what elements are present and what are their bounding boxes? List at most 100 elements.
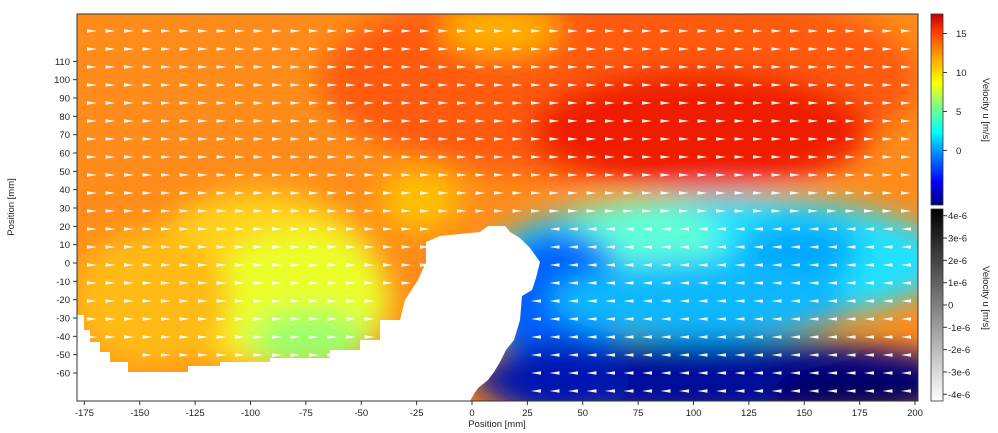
vector-arrow	[87, 263, 97, 267]
vector-arrow	[327, 155, 338, 159]
vector-arrow	[697, 83, 708, 87]
vector-arrow	[235, 29, 245, 33]
vector-arrow	[660, 317, 671, 321]
vector-arrow	[790, 245, 800, 249]
vector-arrow	[290, 47, 301, 51]
vector-arrow	[697, 317, 708, 321]
colorbar-velocity-ticks: 15 10 5 0	[943, 29, 967, 157]
vector-arrow	[512, 119, 523, 123]
vector-arrow	[660, 335, 671, 339]
vector-arrow	[512, 83, 523, 87]
vector-arrow	[142, 191, 153, 195]
vector-arrow	[309, 29, 319, 33]
vector-arrow	[124, 101, 134, 105]
vector-arrow	[623, 209, 634, 213]
vector-arrow	[586, 281, 597, 285]
vector-arrow	[198, 281, 208, 285]
vector-arrow	[105, 137, 116, 141]
vector-arrow	[734, 281, 745, 285]
vector-arrow	[235, 299, 245, 303]
vector-arrow	[494, 137, 504, 141]
vector-arrow	[272, 317, 282, 321]
vector-arrow	[716, 281, 726, 285]
vector-arrow	[457, 119, 467, 123]
vector-arrow	[790, 137, 800, 141]
x-tick-label: -125	[186, 408, 205, 419]
vector-arrow	[124, 173, 134, 177]
vector-arrow	[420, 191, 430, 195]
vector-arrow	[531, 83, 541, 87]
vector-arrow	[605, 299, 615, 303]
vector-arrow	[901, 83, 911, 87]
vector-arrow	[679, 173, 689, 177]
vector-arrow	[549, 299, 560, 303]
vector-arrow	[161, 101, 171, 105]
vector-arrow	[383, 281, 393, 285]
y-tick-label: -40	[56, 332, 70, 343]
vector-arrow	[438, 29, 449, 33]
vector-arrow	[531, 47, 541, 51]
vector-arrow	[790, 155, 800, 159]
vector-arrow	[142, 119, 153, 123]
vector-arrow	[568, 353, 578, 357]
vector-arrow	[845, 29, 856, 33]
vector-arrow	[253, 281, 264, 285]
colorbar-vectors-tick-label: 1e-6	[948, 278, 967, 289]
vector-arrow	[364, 119, 375, 123]
vector-arrow	[253, 299, 264, 303]
vector-arrow	[771, 281, 782, 285]
vector-arrow	[660, 263, 671, 267]
vector-arrow	[734, 389, 745, 393]
vector-arrow	[753, 227, 763, 231]
vector-arrow	[605, 281, 615, 285]
vector-arrow	[845, 155, 856, 159]
vector-arrow	[642, 335, 652, 339]
vector-arrow	[475, 209, 486, 213]
vector-arrow	[438, 137, 449, 141]
vector-arrow	[586, 47, 597, 51]
vector-arrow	[549, 245, 560, 249]
vector-arrow	[697, 353, 708, 357]
vector-arrow	[716, 263, 726, 267]
vector-arrow	[586, 317, 597, 321]
vector-arrow	[235, 209, 245, 213]
vector-arrow	[383, 155, 393, 159]
vector-arrow	[142, 65, 153, 69]
vector-arrow	[290, 101, 301, 105]
vector-arrow	[142, 245, 153, 249]
vector-arrow	[105, 191, 116, 195]
vector-arrow	[364, 155, 375, 159]
vector-arrow	[882, 227, 893, 231]
vector-arrow	[124, 191, 134, 195]
vector-arrow	[253, 317, 264, 321]
vector-arrow	[697, 65, 708, 69]
vector-arrow	[383, 29, 393, 33]
vector-arrow	[87, 173, 97, 177]
vector-arrow	[364, 173, 375, 177]
vector-arrow	[531, 371, 541, 375]
vector-arrow	[605, 209, 615, 213]
vector-arrow	[716, 389, 726, 393]
vector-arrow	[420, 137, 430, 141]
vector-arrow	[272, 353, 282, 357]
vector-arrow	[716, 371, 726, 375]
colorbar-velocity-label: Velocity u [m/s]	[980, 78, 991, 142]
vector-arrow	[124, 281, 134, 285]
vector-arrow	[420, 155, 430, 159]
vector-arrow	[272, 65, 282, 69]
vector-arrow	[253, 263, 264, 267]
vector-arrow	[605, 173, 615, 177]
vector-arrow	[124, 335, 134, 339]
vector-arrow	[586, 173, 597, 177]
vector-arrow	[790, 65, 800, 69]
vector-arrow	[235, 317, 245, 321]
vector-arrow	[882, 335, 893, 339]
vector-arrow	[901, 389, 911, 393]
vector-arrow	[142, 281, 153, 285]
vector-arrow	[623, 227, 634, 231]
vector-arrow	[679, 101, 689, 105]
vector-arrow	[198, 65, 208, 69]
vector-arrow	[457, 47, 467, 51]
vector-arrow	[790, 317, 800, 321]
vector-arrow	[475, 191, 486, 195]
